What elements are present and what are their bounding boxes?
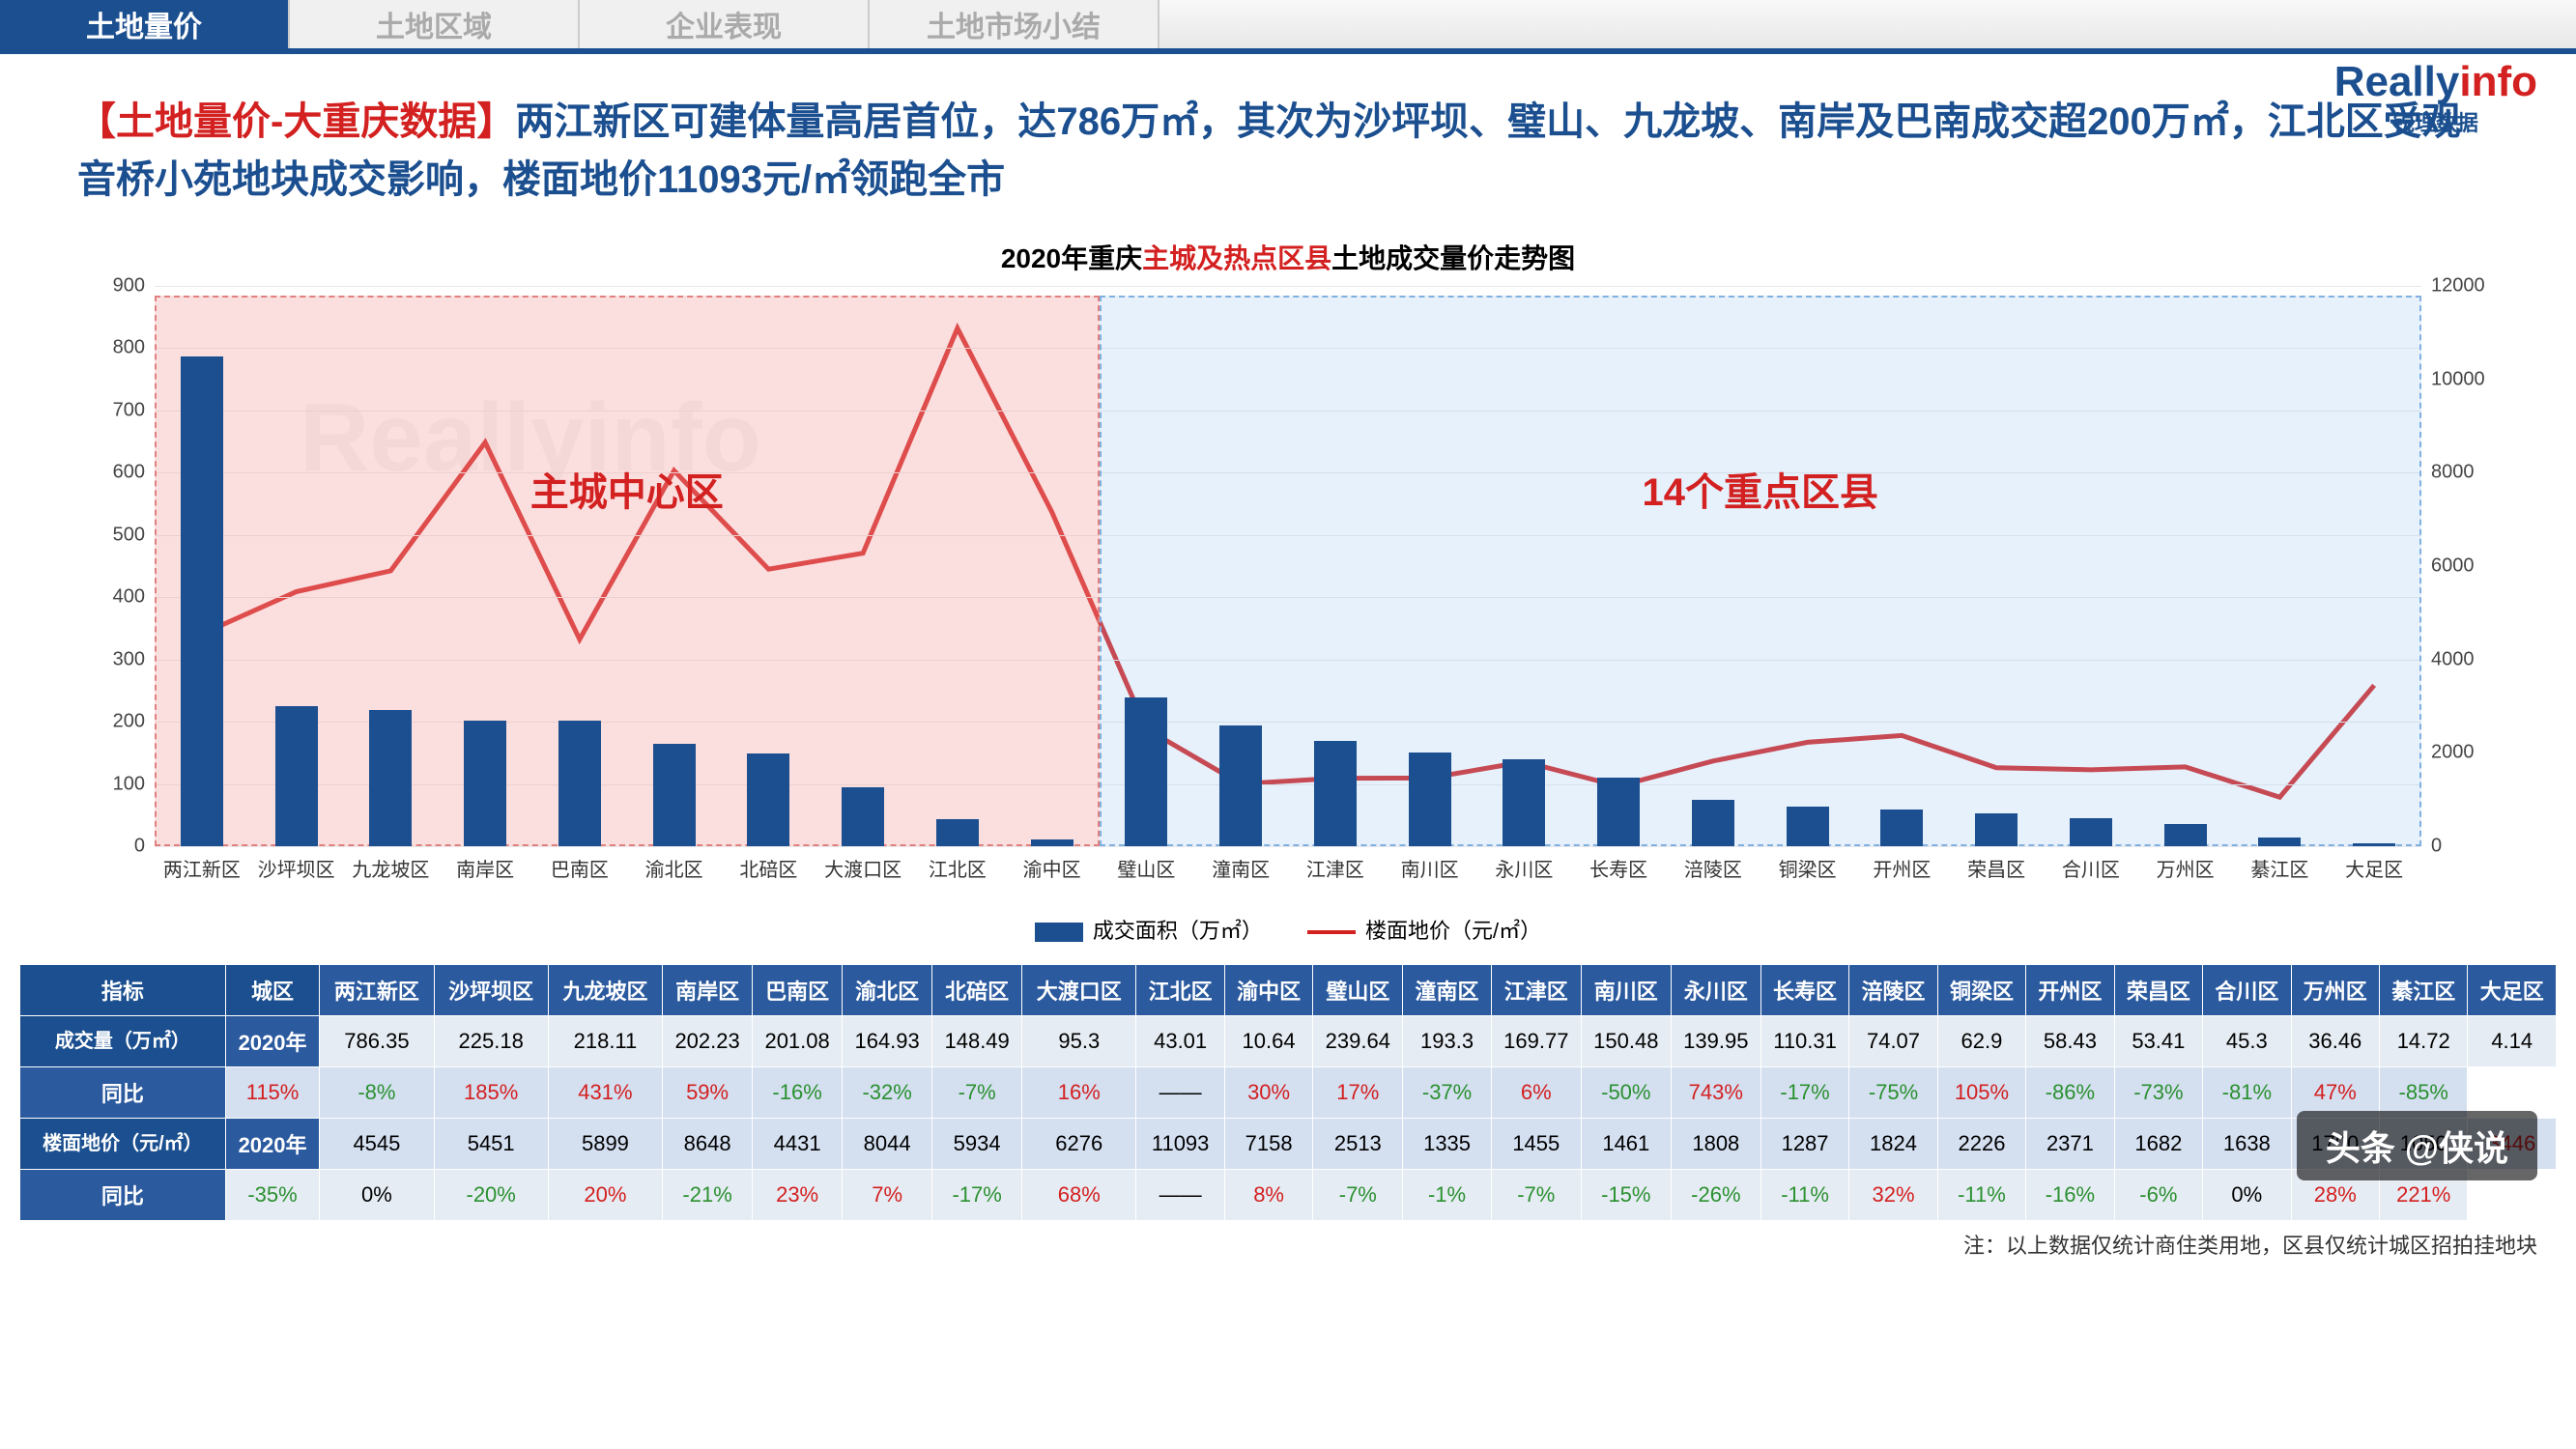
bar — [1787, 807, 1829, 846]
bar — [181, 356, 223, 846]
tab-bar: 土地量价 土地区域 企业表现 土地市场小结 — [0, 0, 2576, 54]
tab-land-price[interactable]: 土地量价 — [0, 0, 290, 48]
bar — [842, 787, 884, 846]
bar — [747, 753, 789, 846]
bar — [2070, 818, 2112, 846]
chart-title: 2020年重庆主城及热点区县土地成交量价走势图 — [0, 238, 2576, 276]
bar — [653, 744, 696, 846]
tab-land-region[interactable]: 土地区域 — [290, 0, 580, 48]
footnote: 注：以上数据仅统计商住类用地，区县仅统计城区招拍挂地块 — [0, 1221, 2576, 1267]
bar — [1125, 697, 1167, 846]
watermark-badge: 头条 @侠说 — [2297, 1111, 2537, 1180]
tab-company[interactable]: 企业表现 — [580, 0, 870, 48]
bar — [1692, 800, 1734, 846]
combo-chart: 0100200300400500600700800900 02000400060… — [77, 286, 2499, 904]
bar — [1503, 759, 1545, 846]
data-table: 指标城区两江新区沙坪坝区九龙坡区南岸区巴南区渝北区北碚区大渡口区江北区渝中区璧山… — [19, 964, 2557, 1221]
bar — [1314, 741, 1357, 846]
bar — [1975, 813, 2018, 846]
chart-legend: 成交面积（万㎡） 楼面地价（元/㎡） — [0, 904, 2576, 964]
headline: 【土地量价-大重庆数据】两江新区可建体量高居首位，达786万㎡，其次为沙坪坝、璧… — [0, 54, 2576, 228]
bar — [1219, 725, 1262, 846]
bar — [369, 710, 412, 846]
bar — [2258, 838, 2301, 846]
bar — [1880, 810, 1923, 846]
bar — [464, 721, 506, 846]
bar — [1597, 778, 1640, 846]
tab-summary[interactable]: 土地市场小结 — [870, 0, 1159, 48]
bar — [1031, 839, 1073, 846]
bar — [936, 819, 979, 846]
bar — [1409, 753, 1451, 846]
bar — [275, 706, 318, 846]
bar — [558, 721, 601, 846]
logo: Reallyinfo 锐理数据 — [2334, 58, 2537, 137]
bar — [2164, 824, 2207, 846]
